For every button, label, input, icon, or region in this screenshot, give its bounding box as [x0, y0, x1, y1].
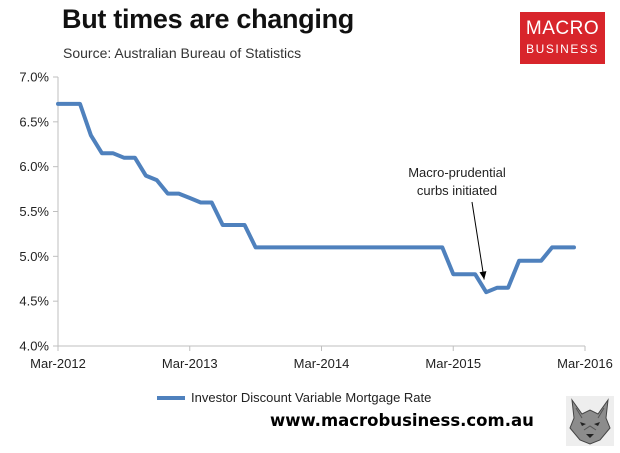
annotation-text-line-1: Macro-prudential [408, 165, 506, 180]
y-tick-label: 5.5% [19, 204, 49, 219]
chart-title: But times are changing [62, 4, 354, 34]
annotation-arrow-line [471, 201, 485, 280]
x-tick-label: Mar-2016 [557, 356, 613, 371]
x-tick-label: Mar-2014 [294, 356, 350, 371]
y-tick-label: 4.5% [19, 294, 49, 309]
macrobusiness-logo: MACRO BUSINESS [520, 12, 605, 64]
x-tick-label: Mar-2013 [162, 356, 218, 371]
y-tick-label: 6.5% [19, 114, 49, 129]
chart-source: Source: Australian Bureau of Statistics [63, 45, 302, 61]
y-tick-label: 4.0% [19, 339, 49, 354]
y-tick-label: 7.0% [19, 70, 49, 85]
annotation-arrow-head [479, 271, 487, 280]
chart-legend: Investor Discount Variable Mortgage Rate [157, 390, 431, 405]
annotation-text-line-2: curbs initiated [417, 183, 497, 198]
website-url: www.macrobusiness.com.au [270, 411, 534, 430]
wolf-icon [566, 396, 614, 446]
legend-label: Investor Discount Variable Mortgage Rate [191, 390, 432, 405]
x-tick-label: Mar-2012 [30, 356, 86, 371]
y-tick-label: 5.0% [19, 249, 49, 264]
logo-line-1: MACRO [525, 18, 600, 39]
legend-swatch [157, 395, 185, 400]
x-tick-label: Mar-2015 [425, 356, 481, 371]
y-tick-label: 6.0% [19, 159, 49, 174]
logo-line-2: BUSINESS [526, 42, 599, 56]
series-line [56, 101, 576, 295]
